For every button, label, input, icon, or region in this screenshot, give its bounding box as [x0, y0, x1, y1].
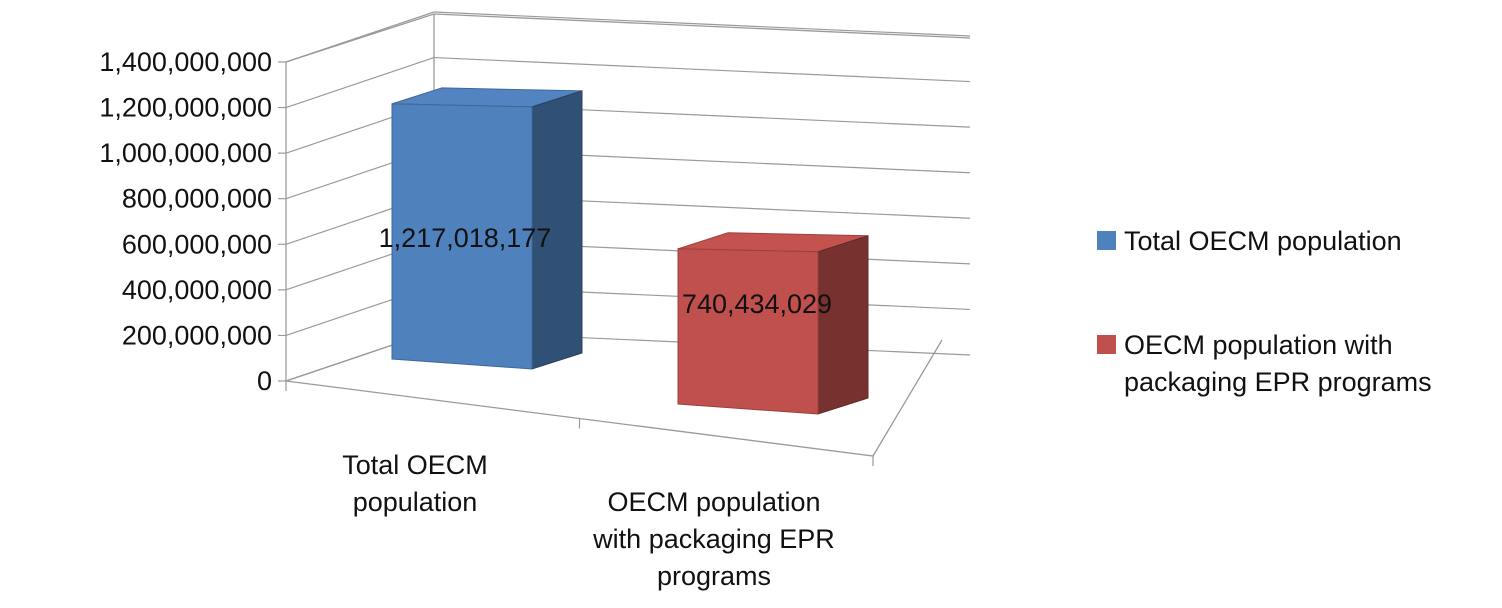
legend-label-2: OECM population with packaging EPR progra…	[1124, 330, 1432, 397]
bar-2	[677, 232, 869, 415]
y-tick-label-0: 0	[257, 366, 272, 396]
bar-1	[391, 87, 583, 370]
bars: 1,217,018,177 740,434,029	[379, 87, 869, 415]
legend-swatch-2	[1097, 335, 1116, 354]
y-axis: 0 200,000,000 400,000,000 600,000,000 800,00…	[99, 47, 286, 396]
gridline-side-7	[285, 11, 435, 63]
gridline-side-6	[285, 57, 435, 109]
bar-2-front	[677, 248, 819, 415]
data-label-1: 1,217,018,177	[379, 223, 552, 253]
wall-outline	[285, 13, 971, 381]
legend-swatch-1	[1097, 231, 1116, 250]
category-label-2: OECM population with packaging EPR program…	[592, 487, 835, 591]
x-axis: Total OECM population OECM population with …	[285, 381, 874, 591]
legend-item-1: Total OECM population	[1097, 226, 1402, 256]
y-tick-label-5: 1,000,000,000	[99, 138, 272, 168]
gridline-back-6	[433, 56, 971, 83]
gridline-back-7	[433, 11, 971, 37]
category-label-1: Total OECM population	[342, 450, 488, 517]
bar-1-front	[391, 103, 533, 370]
bar-2-side	[817, 235, 869, 415]
y-tick-label-1: 200,000,000	[122, 320, 272, 350]
y-tick-label-6: 1,200,000,000	[99, 93, 272, 123]
legend-label-1: Total OECM population	[1124, 226, 1402, 256]
legend: Total OECM population OECM population wit…	[1097, 226, 1432, 397]
data-label-2: 740,434,029	[682, 289, 832, 319]
y-tick-label-2: 400,000,000	[122, 275, 272, 305]
y-tick-label-3: 600,000,000	[122, 229, 272, 259]
y-tick-label-4: 800,000,000	[122, 184, 272, 214]
legend-item-2: OECM population with packaging EPR progra…	[1097, 330, 1432, 397]
y-tick-label-7: 1,400,000,000	[99, 47, 272, 77]
